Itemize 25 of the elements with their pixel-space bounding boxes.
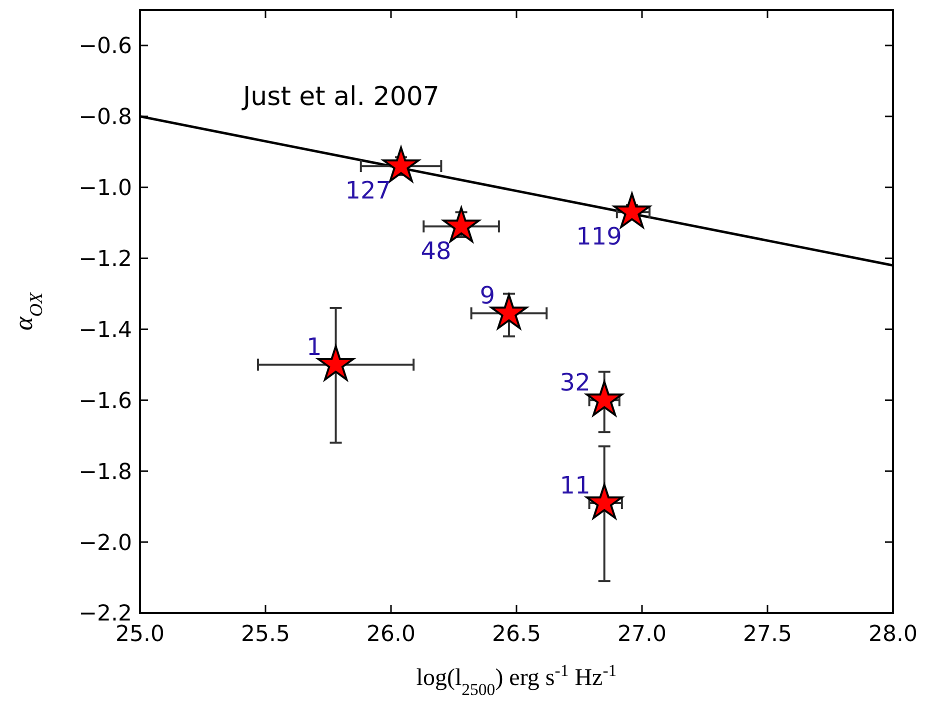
y-tick-label: −0.6: [78, 34, 132, 60]
annotation: Just et al. 2007: [241, 82, 440, 112]
annotation: 48: [420, 236, 452, 265]
y-tick-label: −2.0: [78, 530, 132, 556]
x-axis-title: log(l$_{2500}$) erg s$^{-1}$ Hz$^{-1}$: [416, 660, 617, 698]
x-tick-label: 25.5: [241, 622, 290, 647]
x-tick-label: 25.0: [116, 622, 164, 647]
y-tick-label: −1.4: [78, 318, 132, 343]
x-tick-label: 27.0: [618, 622, 666, 647]
point: [442, 206, 480, 242]
x-tick-label: 27.5: [743, 622, 792, 647]
y-tick-label: −1.8: [78, 460, 132, 485]
annotation: 127: [345, 176, 392, 204]
x-tick-label: 26.5: [492, 622, 541, 647]
annotation: 9: [480, 282, 495, 310]
y-tick-label: −1.6: [78, 388, 132, 414]
y-tick-label: −0.8: [78, 105, 132, 130]
annotation: 32: [560, 368, 590, 397]
annotation: 119: [576, 222, 622, 251]
annotation: 11: [560, 471, 590, 500]
x-tick-label: 26.0: [366, 622, 416, 647]
y-tick-label: −1.0: [78, 176, 132, 202]
annotation: 1: [306, 333, 322, 362]
y-tick-label: −1.2: [78, 246, 132, 272]
x-tick-label: 28.0: [868, 622, 918, 647]
